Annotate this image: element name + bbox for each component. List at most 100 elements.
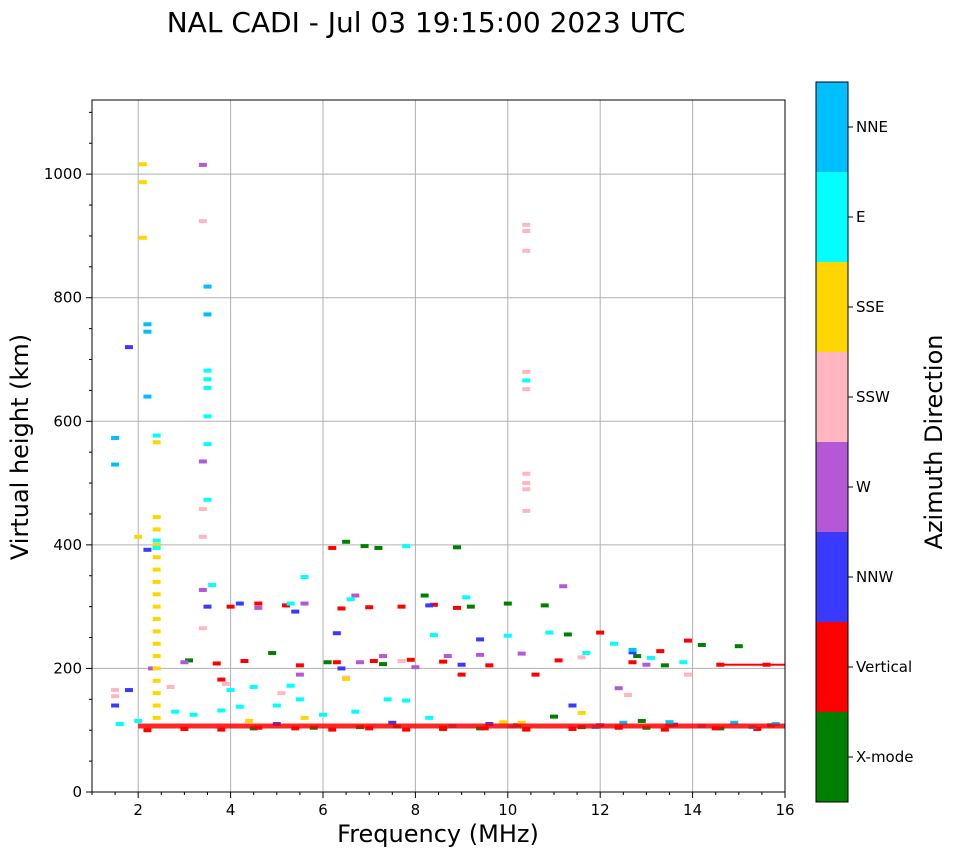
echo-point-e bbox=[208, 583, 217, 588]
echo-point-ssw bbox=[522, 222, 531, 227]
echo-point-x-mode bbox=[563, 632, 572, 637]
echo-point-nnw bbox=[337, 666, 346, 671]
echo-point-nne bbox=[203, 284, 212, 289]
echo-point-ssw bbox=[623, 692, 632, 697]
echo-point-sse bbox=[152, 515, 161, 520]
echo-point-e bbox=[351, 709, 360, 714]
echo-point-ssw bbox=[522, 369, 531, 374]
echo-point-w bbox=[198, 587, 207, 592]
echo-point-sse bbox=[152, 567, 161, 572]
echo-point-sse bbox=[152, 592, 161, 597]
echo-point-e bbox=[647, 655, 656, 660]
echo-point-sse bbox=[152, 715, 161, 720]
echo-point-nnw bbox=[332, 631, 341, 636]
echo-point-vertical bbox=[143, 728, 152, 733]
echo-point-x-mode bbox=[637, 718, 646, 723]
echo-point-nnw bbox=[457, 662, 466, 667]
echo-point-x-mode bbox=[734, 644, 743, 649]
x-tick-label: 16 bbox=[775, 801, 794, 819]
echo-point-e bbox=[115, 722, 124, 727]
echo-point-w bbox=[443, 654, 452, 659]
echo-point-e bbox=[203, 497, 212, 502]
echo-point-nne bbox=[619, 720, 628, 725]
x-tick-label: 14 bbox=[683, 801, 702, 819]
echo-point-x-mode bbox=[268, 650, 277, 655]
echo-point-w bbox=[254, 605, 263, 610]
echo-point-vertical bbox=[485, 663, 494, 668]
echo-point-nnw bbox=[291, 609, 300, 614]
echo-point-e bbox=[152, 538, 161, 543]
echo-point-w bbox=[614, 686, 623, 691]
echo-point-vertical bbox=[337, 606, 346, 611]
colorbar-tick-label: W bbox=[856, 478, 871, 496]
echo-point-e bbox=[152, 433, 161, 438]
echo-point-x-mode bbox=[540, 603, 549, 608]
echo-point-e bbox=[319, 712, 327, 717]
echo-point-sse bbox=[152, 691, 161, 696]
echo-point-e bbox=[462, 595, 471, 600]
echo-point-x-mode bbox=[323, 660, 332, 665]
echo-point-ssw bbox=[522, 508, 531, 513]
echo-point-nne bbox=[143, 394, 152, 399]
echo-point-e bbox=[203, 442, 212, 447]
echo-point-e bbox=[545, 630, 554, 635]
echo-point-x-mode bbox=[360, 544, 369, 549]
x-tick-label: 2 bbox=[133, 801, 143, 819]
echo-point-ssw bbox=[198, 507, 207, 512]
echo-point-e bbox=[300, 574, 309, 579]
echo-point-vertical bbox=[369, 659, 378, 664]
echo-point-vertical bbox=[452, 605, 461, 610]
plot-area bbox=[92, 100, 785, 792]
echo-point-sse bbox=[138, 162, 147, 167]
echo-point-w bbox=[642, 662, 651, 667]
echo-point-x-mode bbox=[503, 601, 512, 606]
colorbar-segment-vertical bbox=[816, 622, 848, 712]
echo-point-sse bbox=[134, 534, 143, 539]
echo-point-sse bbox=[245, 718, 254, 723]
echo-point-sse bbox=[152, 542, 161, 547]
echo-point-e bbox=[425, 715, 434, 720]
colorbar-segment-nnw bbox=[816, 532, 848, 622]
echo-point-nnw bbox=[124, 345, 133, 350]
echo-point-e bbox=[582, 650, 591, 655]
echo-point-ssw bbox=[166, 684, 175, 689]
echo-point-vertical bbox=[568, 726, 577, 731]
echo-point-e bbox=[522, 378, 531, 383]
echo-band-vertical bbox=[138, 723, 785, 729]
echo-point-ssw bbox=[522, 228, 531, 233]
echo-point-vertical bbox=[328, 545, 337, 550]
echo-point-vertical bbox=[660, 727, 669, 732]
echo-point-ssw bbox=[683, 672, 692, 677]
echo-point-vertical bbox=[217, 677, 226, 682]
x-axis-label: Frequency (MHz) bbox=[337, 820, 539, 848]
echo-point-e bbox=[429, 633, 438, 638]
echo-point-ssw bbox=[522, 387, 531, 392]
echo-point-w bbox=[351, 593, 360, 598]
echo-point-x-mode bbox=[697, 642, 706, 647]
echo-point-w bbox=[517, 651, 526, 656]
echo-point-e bbox=[235, 704, 244, 709]
echo-point-nne bbox=[730, 720, 739, 725]
echo-point-e bbox=[226, 688, 235, 693]
echo-point-w bbox=[180, 660, 189, 665]
echo-point-sse bbox=[152, 666, 161, 671]
echo-point-e bbox=[189, 712, 198, 717]
echo-point-w bbox=[198, 162, 207, 167]
echo-point-e bbox=[272, 703, 281, 708]
echo-point-nnw bbox=[628, 650, 637, 655]
echo-point-sse bbox=[152, 629, 161, 634]
echo-point-nnw bbox=[235, 601, 244, 606]
echo-point-ssw bbox=[111, 694, 120, 699]
y-tick-label: 200 bbox=[53, 659, 82, 677]
echo-point-nne bbox=[143, 322, 152, 327]
echo-point-w bbox=[559, 584, 568, 589]
echo-point-e bbox=[295, 697, 304, 702]
echo-point-sse bbox=[152, 678, 161, 683]
echo-point-vertical bbox=[531, 672, 540, 677]
echo-point-x-mode bbox=[374, 545, 383, 550]
echo-point-vertical bbox=[457, 672, 466, 677]
colorbar-tick-label: NNW bbox=[856, 568, 893, 586]
echo-point-sse bbox=[152, 555, 161, 560]
echo-point-vertical bbox=[212, 661, 221, 666]
echo-point-ssw bbox=[522, 471, 531, 476]
